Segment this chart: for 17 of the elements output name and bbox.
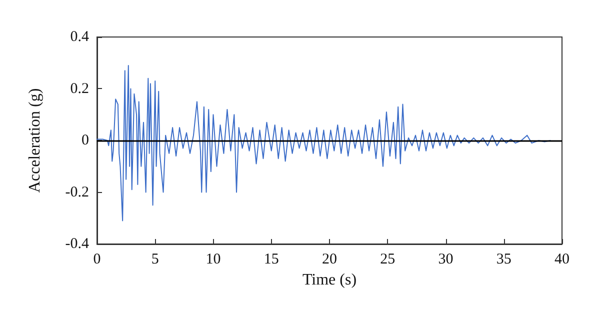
x-axis-title: Time (s) bbox=[302, 271, 357, 288]
x-tick-label: 5 bbox=[151, 252, 159, 268]
x-tick-label: 0 bbox=[93, 252, 101, 268]
x-tick-label: 20 bbox=[322, 252, 337, 268]
x-tick-label: 25 bbox=[380, 252, 396, 268]
y-axis-title: Acceleration (g) bbox=[26, 88, 44, 193]
x-tick-label: 40 bbox=[554, 252, 570, 268]
x-tick-label: 35 bbox=[496, 252, 512, 268]
y-tick-label: 0 bbox=[82, 132, 89, 148]
y-tick-label: -0.4 bbox=[65, 236, 90, 252]
y-tick-label: 0.4 bbox=[70, 29, 90, 45]
x-tick-label: 30 bbox=[438, 252, 454, 268]
x-tick-label: 15 bbox=[264, 252, 279, 268]
y-tick-label: -0.2 bbox=[65, 184, 89, 200]
line-series bbox=[96, 64, 551, 222]
x-tick-label: 10 bbox=[206, 252, 221, 268]
y-tick-label: 0.2 bbox=[70, 80, 89, 97]
